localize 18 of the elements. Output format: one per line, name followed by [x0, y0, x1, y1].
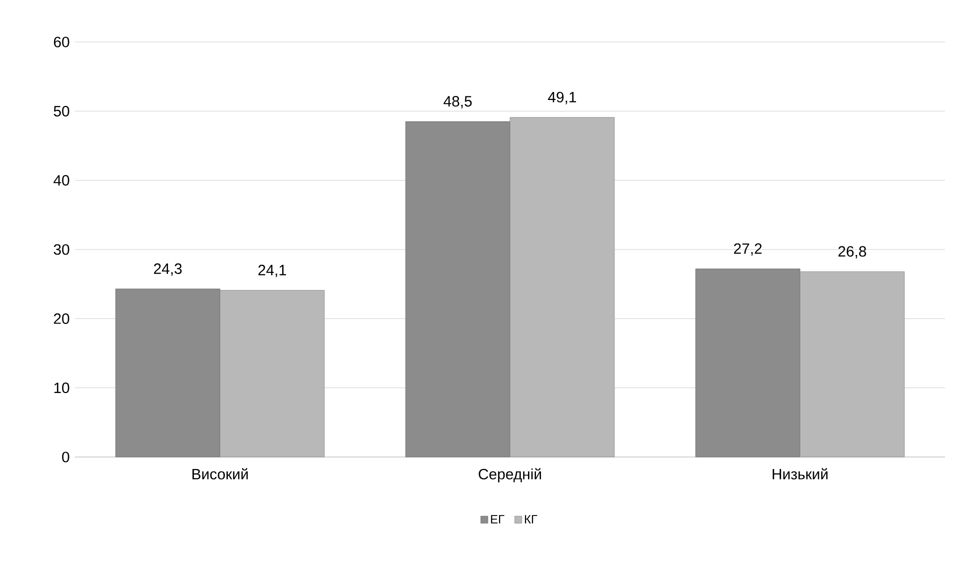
legend-label: КГ	[524, 515, 538, 524]
y-tick-label: 40	[54, 175, 70, 186]
y-tick-label: 10	[54, 382, 70, 394]
y-tick-label: 30	[54, 244, 70, 255]
y-tick-label: 20	[54, 313, 70, 324]
data-label: 49,1	[548, 92, 576, 104]
x-tick-label: Високий	[192, 468, 248, 480]
data-label: 24,3	[154, 263, 182, 276]
data-label: 27,2	[734, 243, 762, 256]
data-label: 26,8	[838, 246, 866, 258]
y-tick-label: 0	[62, 452, 70, 462]
x-tick-label: Низький	[772, 468, 828, 480]
data-label: 48,5	[444, 96, 472, 108]
x-tick-label: Середній	[478, 468, 541, 482]
y-tick-label: 50	[54, 106, 70, 116]
data-label: 24,1	[258, 264, 286, 278]
legend-label: ЕГ	[491, 515, 504, 524]
y-tick-label: 60	[54, 36, 70, 48]
